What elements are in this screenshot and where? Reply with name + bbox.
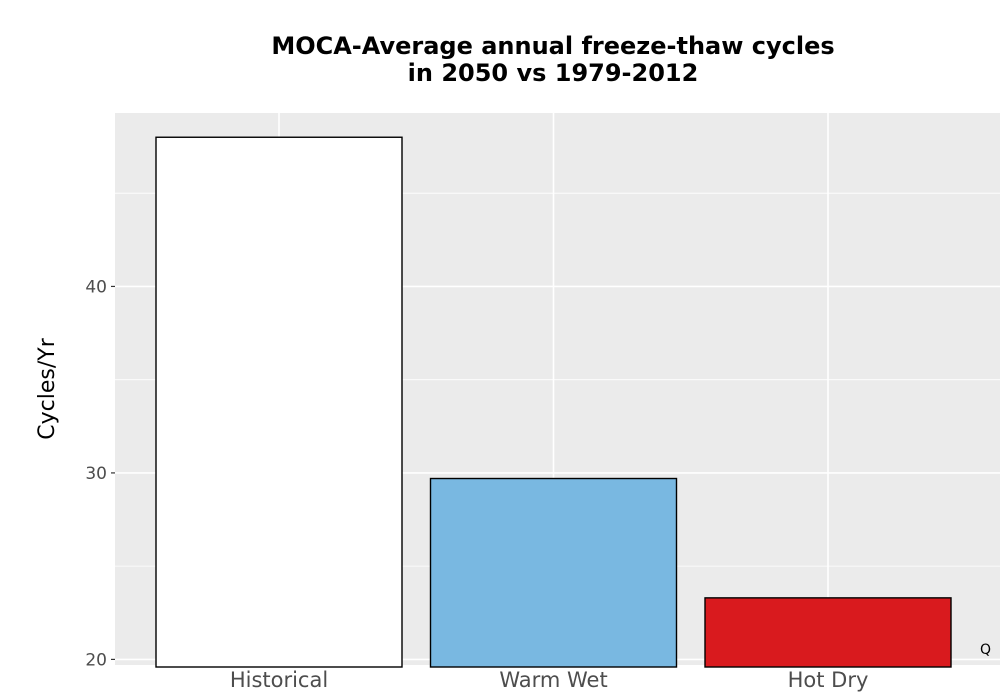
x-category-label-0: Historical bbox=[230, 668, 328, 692]
y-axis-title: Cycles/Yr bbox=[35, 337, 60, 439]
bar-warm-wet bbox=[429, 477, 678, 668]
x-category-label-2: Hot Dry bbox=[788, 668, 869, 692]
corner-mark: Q bbox=[980, 642, 991, 658]
x-category-label-1: Warm Wet bbox=[499, 668, 607, 692]
y-axis-ticks: 20 30 40 bbox=[85, 277, 115, 670]
y-tick-label-0: 20 bbox=[85, 650, 107, 670]
x-axis-labels: Historical Warm Wet Hot Dry bbox=[230, 668, 869, 692]
chart-title-line2: in 2050 vs 1979-2012 bbox=[408, 59, 699, 87]
bar-hot-dry bbox=[704, 597, 952, 668]
y-tick-label-1: 30 bbox=[85, 464, 107, 484]
bar-historical bbox=[155, 136, 403, 668]
y-tick-label-2: 40 bbox=[85, 277, 107, 297]
chart-title-line1: MOCA-Average annual freeze-thaw cycles bbox=[271, 32, 834, 60]
bars bbox=[155, 136, 952, 668]
